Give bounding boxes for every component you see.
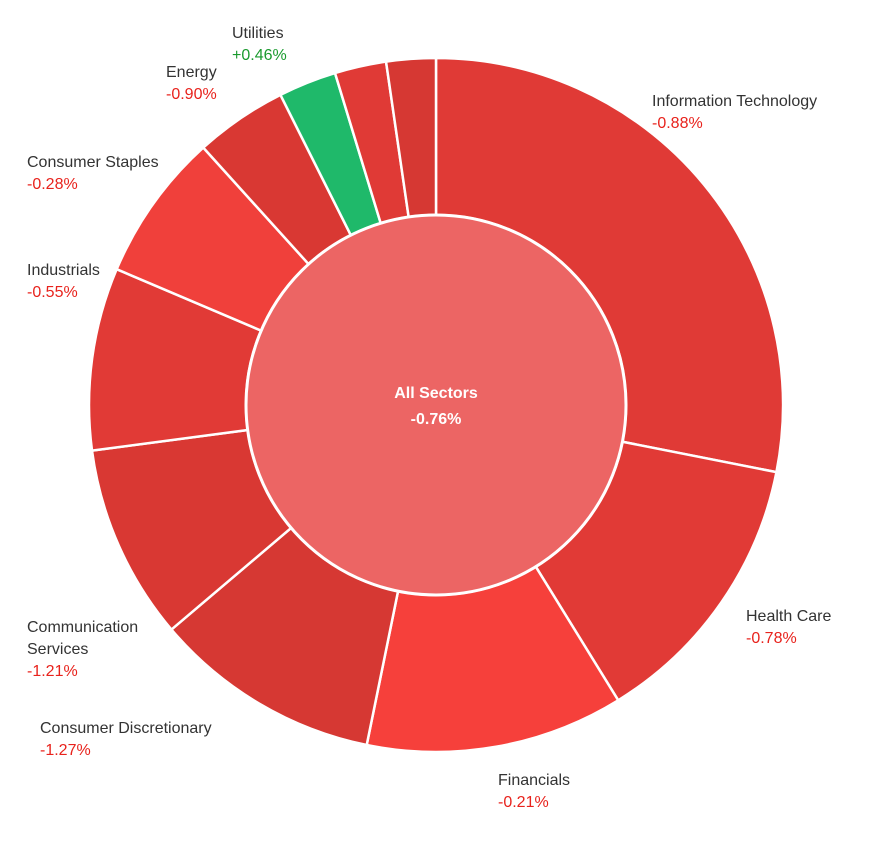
label-value-financials: -0.21% xyxy=(498,794,549,811)
label-name-consumer-staples: Consumer Staples xyxy=(27,154,159,171)
label-name-energy: Energy xyxy=(166,64,217,81)
slice-labels: Information Technology -0.88% Health Care -… xyxy=(27,25,831,811)
label-value-utilities: +0.46% xyxy=(232,47,287,64)
label-name-industrials: Industrials xyxy=(27,262,100,279)
label-value-communication-services: -1.21% xyxy=(27,663,78,680)
label-value-consumer-staples: -0.28% xyxy=(27,176,78,193)
label-value-consumer-discretionary: -1.27% xyxy=(40,742,91,759)
label-value-industrials: -0.55% xyxy=(27,284,78,301)
donut-slices xyxy=(87,56,785,754)
label-name-financials: Financials xyxy=(498,772,570,789)
label-name-communication-services-0: Communication xyxy=(27,619,138,636)
label-name-health-care: Health Care xyxy=(746,608,831,625)
label-value-energy: -0.90% xyxy=(166,86,217,103)
label-value-health-care: -0.78% xyxy=(746,630,797,647)
center-disc[interactable] xyxy=(244,213,628,597)
label-name-utilities: Utilities xyxy=(232,25,284,42)
label-name-information-technology: Information Technology xyxy=(652,93,817,110)
label-name-consumer-discretionary: Consumer Discretionary xyxy=(40,720,212,737)
label-name-communication-services-1: Services xyxy=(27,641,88,658)
center-title: All Sectors xyxy=(394,385,478,402)
center-value: -0.76% xyxy=(411,411,462,428)
label-value-information-technology: -0.88% xyxy=(652,115,703,132)
